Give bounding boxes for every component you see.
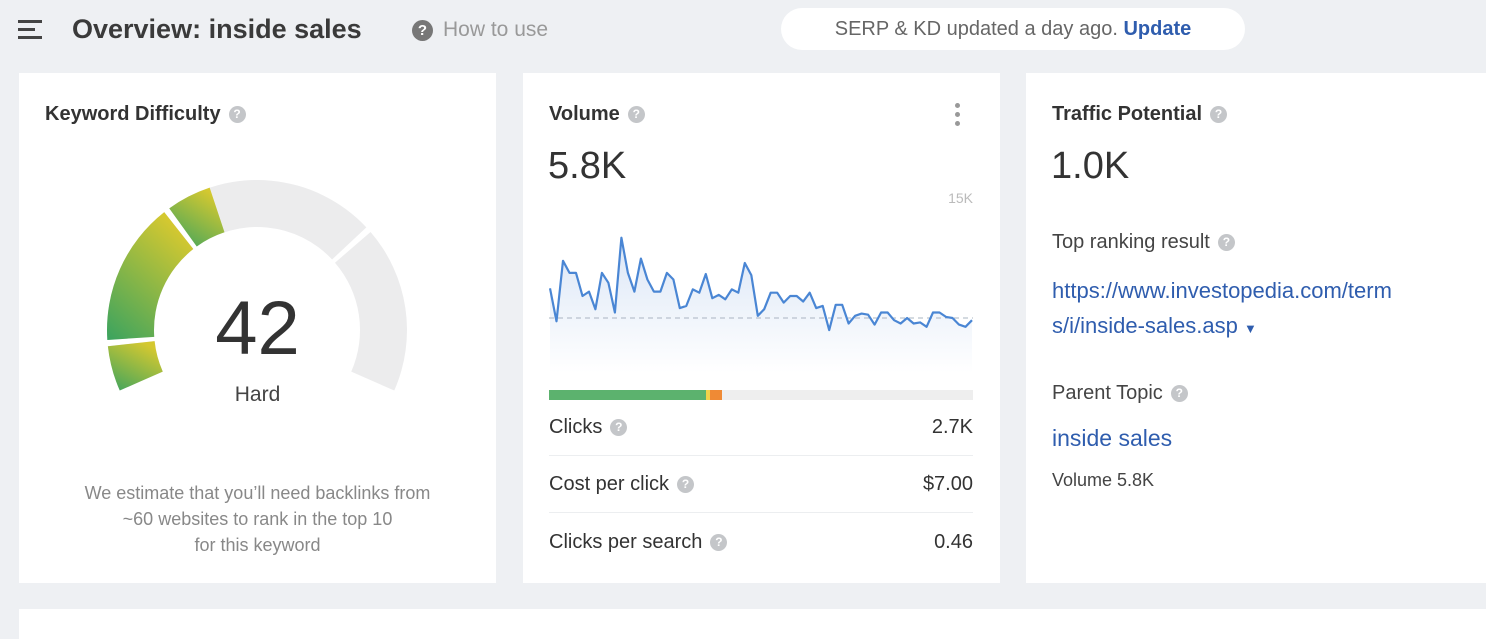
metric-row: Cost per click? $7.00: [549, 457, 973, 513]
volume-title-text: Volume: [549, 103, 620, 125]
traffic-title-text: Traffic Potential: [1052, 103, 1203, 125]
how-to-use-link[interactable]: ? How to use: [412, 18, 548, 42]
volume-title: Volume?: [549, 103, 645, 126]
help-icon[interactable]: ?: [627, 106, 645, 124]
kd-gauge: [107, 179, 408, 391]
help-icon[interactable]: ?: [610, 419, 628, 437]
top-result-label-text: Top ranking result: [1052, 231, 1210, 253]
metric-value: 0.46: [934, 530, 973, 553]
kd-note-line: for this keyword: [194, 535, 321, 555]
metric-label: Clicks?: [549, 416, 628, 439]
gauge-fill-segment: [107, 341, 163, 391]
help-icon[interactable]: ?: [228, 106, 246, 124]
caret-down-icon[interactable]: ▼: [1244, 321, 1257, 336]
metric-label: Clicks per search?: [549, 530, 728, 554]
parent-topic-link[interactable]: inside sales: [1052, 425, 1173, 451]
help-icon: ?: [412, 19, 433, 41]
chart-area: [550, 237, 972, 373]
gauge-fill-segment: [107, 212, 194, 340]
help-icon[interactable]: ?: [677, 476, 695, 494]
kd-score: 42: [215, 286, 300, 371]
kd-title-text: Keyword Difficulty: [45, 103, 221, 125]
update-notice-text: SERP & KD updated a day ago.: [834, 17, 1118, 40]
top-result-link[interactable]: https://www.investopedia.com/term s/i/in…: [1052, 273, 1392, 346]
clicks-bar-segment: [705, 390, 711, 400]
help-icon[interactable]: ?: [1210, 106, 1228, 124]
update-link[interactable]: Update: [1123, 17, 1192, 40]
chart-line: [549, 236, 973, 332]
metric-value: 2.7K: [931, 416, 973, 438]
top-result-label: Top ranking result?: [1052, 231, 1235, 254]
traffic-potential-card: Traffic Potential? 1.0K Top ranking resu…: [1026, 73, 1486, 583]
metric-label-text: Clicks: [549, 416, 603, 438]
traffic-value: 1.0K: [1051, 145, 1130, 187]
gauge-track-segment: [334, 231, 408, 391]
next-panel: [19, 609, 1486, 639]
gauge-fill-segment: [169, 187, 225, 247]
parent-topic-volume: Volume 5.8K: [1052, 470, 1155, 490]
traffic-title: Traffic Potential?: [1052, 103, 1228, 126]
help-icon[interactable]: ?: [710, 533, 728, 551]
how-to-use-label: How to use: [443, 18, 549, 41]
volume-value: 5.8K: [548, 145, 627, 187]
kd-note-line: ~60 websites to rank in the top 10: [122, 509, 393, 529]
keyword-difficulty-card: Keyword Difficulty? 42 Hard We estimate …: [19, 73, 496, 583]
help-icon[interactable]: ?: [1170, 385, 1188, 403]
kd-label: Hard: [234, 383, 281, 406]
top-result-url-line: https://www.investopedia.com/term: [1052, 278, 1392, 303]
metric-row: Clicks per search? 0.46: [549, 514, 973, 570]
volume-chart: [549, 236, 973, 373]
volume-card: Volume? 5.8K 15K Clicks? 2.7K Cost per cl…: [523, 73, 1000, 583]
page-title: Overview: inside sales: [72, 14, 362, 44]
metric-value: $7.00: [922, 473, 973, 495]
top-result-url-line: s/i/inside-sales.asp: [1052, 313, 1238, 338]
more-options-icon[interactable]: [955, 103, 961, 126]
update-notice: SERP & KD updated a day ago. Update: [781, 8, 1245, 50]
help-icon[interactable]: ?: [1217, 234, 1235, 252]
chart-max-label: 15K: [948, 190, 973, 206]
clicks-bar: [549, 390, 973, 400]
clicks-bar-segment: [549, 390, 706, 400]
menu-icon[interactable]: [18, 20, 44, 40]
metric-label: Cost per click?: [549, 473, 695, 496]
metric-label-text: Cost per click: [549, 473, 670, 495]
parent-topic-label-text: Parent Topic: [1052, 382, 1163, 404]
kd-note: We estimate that you’ll need backlinks f…: [19, 480, 496, 558]
metric-label-text: Clicks per search: [549, 530, 703, 553]
clicks-bar-segment: [710, 390, 722, 400]
metric-row: Clicks? 2.7K: [549, 400, 973, 456]
gauge-track-segment: [169, 179, 367, 260]
kd-title: Keyword Difficulty?: [45, 103, 246, 126]
kd-note-line: We estimate that you’ll need backlinks f…: [84, 483, 431, 503]
parent-topic-label: Parent Topic?: [1052, 382, 1188, 405]
